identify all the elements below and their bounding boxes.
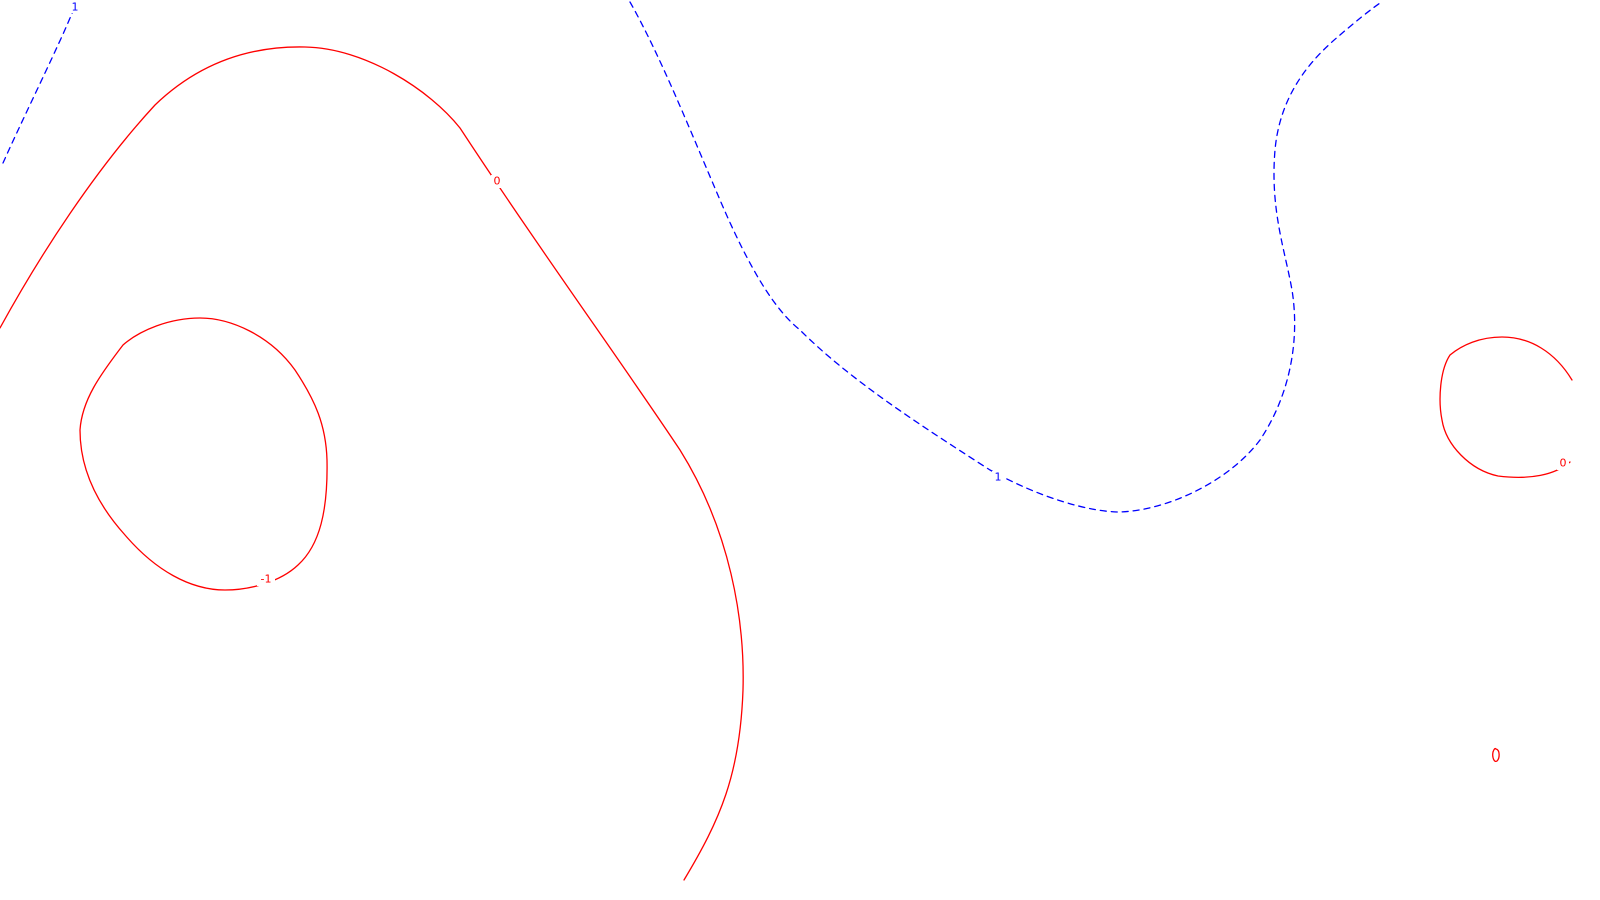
contour-level-0-large [0, 46, 744, 881]
contour-level-0-small-loop [1492, 747, 1500, 763]
contour-label-1-main: 1 [995, 471, 1002, 484]
label-knockout-0-large [491, 175, 503, 188]
contour-level-1-upper-left [2, 5, 76, 164]
contour-label-0-right: 0 [1560, 457, 1567, 470]
contour-label-0-large: 0 [494, 175, 501, 188]
label-knockout-0-right [1557, 457, 1569, 470]
label-knockout-1-top [69, 0, 81, 13]
contour-level-0-right-loop [1439, 336, 1573, 478]
label-knockout-neg1 [257, 573, 275, 586]
contour-level-1-main [629, 1, 1381, 513]
contour-label-neg1: -1 [261, 573, 272, 586]
label-knockout-1-main [992, 471, 1004, 484]
contour-level-neg1-left-loop [79, 317, 328, 591]
contour-label-1-top: 1 [72, 1, 79, 14]
